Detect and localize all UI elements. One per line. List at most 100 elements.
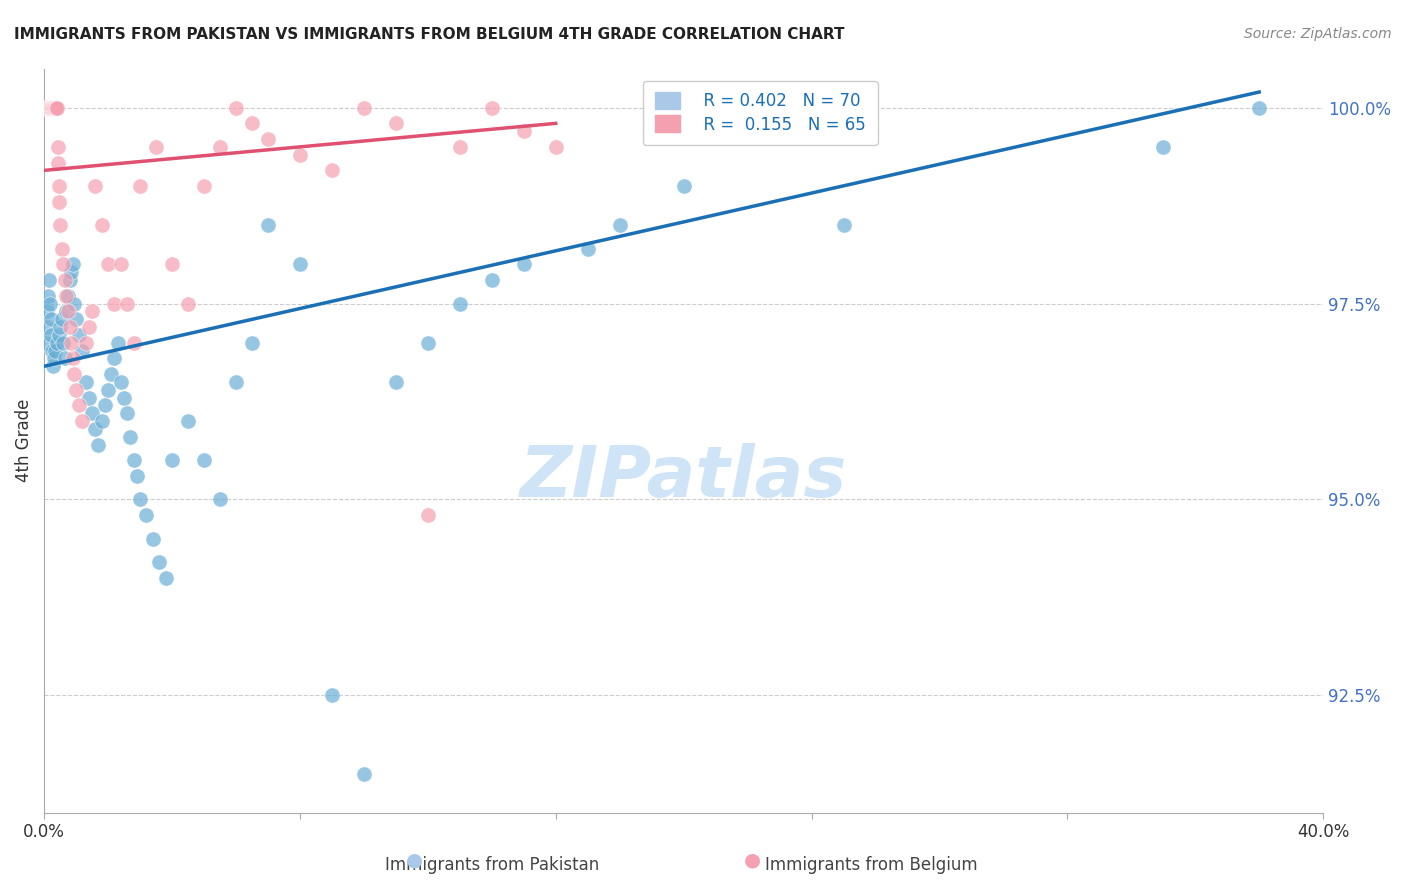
Point bbox=[240, 116, 263, 130]
Point bbox=[416, 335, 439, 350]
Point bbox=[84, 422, 107, 436]
Point bbox=[44, 101, 66, 115]
Point bbox=[42, 101, 65, 115]
Point bbox=[449, 296, 471, 310]
Point bbox=[42, 351, 65, 366]
Point bbox=[77, 320, 100, 334]
Point bbox=[155, 571, 177, 585]
Point bbox=[56, 289, 79, 303]
Point bbox=[145, 140, 167, 154]
Point bbox=[62, 257, 84, 271]
Point bbox=[288, 257, 311, 271]
Point bbox=[84, 179, 107, 194]
Point bbox=[385, 375, 408, 389]
Point bbox=[34, 101, 56, 115]
Point bbox=[34, 101, 56, 115]
Point bbox=[52, 335, 75, 350]
Point bbox=[107, 335, 129, 350]
Point bbox=[75, 375, 97, 389]
Point bbox=[39, 327, 62, 342]
Point bbox=[353, 766, 375, 780]
Point bbox=[129, 179, 152, 194]
Point bbox=[65, 383, 87, 397]
Point bbox=[449, 140, 471, 154]
Point bbox=[60, 265, 83, 279]
Point bbox=[35, 101, 58, 115]
Point bbox=[80, 304, 103, 318]
Point bbox=[45, 335, 67, 350]
Point bbox=[160, 453, 183, 467]
Point bbox=[609, 219, 631, 233]
Point bbox=[55, 289, 77, 303]
Point bbox=[120, 430, 142, 444]
Point bbox=[321, 689, 343, 703]
Point bbox=[288, 147, 311, 161]
Point bbox=[35, 320, 58, 334]
Point bbox=[112, 391, 135, 405]
Point bbox=[49, 320, 72, 334]
Point bbox=[117, 296, 139, 310]
Point bbox=[59, 320, 82, 334]
Point bbox=[63, 296, 86, 310]
Point bbox=[41, 343, 63, 358]
Point bbox=[103, 296, 125, 310]
Point bbox=[122, 453, 145, 467]
Point bbox=[53, 273, 76, 287]
Point bbox=[38, 273, 60, 287]
Point bbox=[208, 492, 231, 507]
Point bbox=[100, 367, 122, 381]
Point bbox=[94, 399, 117, 413]
Point bbox=[513, 124, 536, 138]
Point bbox=[87, 437, 110, 451]
Point bbox=[321, 163, 343, 178]
Text: ●: ● bbox=[406, 851, 423, 870]
Point bbox=[39, 101, 62, 115]
Point bbox=[59, 273, 82, 287]
Point bbox=[38, 101, 60, 115]
Point bbox=[90, 219, 112, 233]
Point bbox=[49, 219, 72, 233]
Point bbox=[46, 140, 69, 154]
Point bbox=[177, 414, 200, 428]
Point bbox=[77, 391, 100, 405]
Point bbox=[45, 101, 67, 115]
Point bbox=[38, 101, 60, 115]
Point bbox=[110, 257, 132, 271]
Point bbox=[117, 406, 139, 420]
Point bbox=[832, 219, 855, 233]
Point bbox=[110, 375, 132, 389]
Point bbox=[51, 242, 73, 256]
Point bbox=[103, 351, 125, 366]
Point bbox=[38, 296, 60, 310]
Point bbox=[45, 101, 67, 115]
Point bbox=[72, 343, 94, 358]
Point bbox=[37, 304, 59, 318]
Point bbox=[481, 101, 503, 115]
Point bbox=[80, 406, 103, 420]
Point bbox=[45, 101, 67, 115]
Point bbox=[41, 101, 63, 115]
Point bbox=[148, 555, 170, 569]
Point bbox=[225, 375, 247, 389]
Point bbox=[240, 335, 263, 350]
Point bbox=[385, 116, 408, 130]
Point bbox=[38, 101, 60, 115]
Point bbox=[42, 359, 65, 374]
Point bbox=[62, 351, 84, 366]
Point bbox=[353, 101, 375, 115]
Point bbox=[1249, 101, 1271, 115]
Point bbox=[72, 414, 94, 428]
Point bbox=[37, 101, 59, 115]
Point bbox=[90, 414, 112, 428]
Point bbox=[52, 257, 75, 271]
Text: ZIPatlas: ZIPatlas bbox=[520, 443, 848, 512]
Text: IMMIGRANTS FROM PAKISTAN VS IMMIGRANTS FROM BELGIUM 4TH GRADE CORRELATION CHART: IMMIGRANTS FROM PAKISTAN VS IMMIGRANTS F… bbox=[14, 27, 845, 42]
Text: Source: ZipAtlas.com: Source: ZipAtlas.com bbox=[1244, 27, 1392, 41]
Point bbox=[42, 101, 65, 115]
Legend:   R = 0.402   N = 70,   R =  0.155   N = 65: R = 0.402 N = 70, R = 0.155 N = 65 bbox=[643, 80, 877, 145]
Text: Immigrants from Pakistan: Immigrants from Pakistan bbox=[385, 856, 599, 874]
Point bbox=[160, 257, 183, 271]
Point bbox=[576, 242, 599, 256]
Point bbox=[257, 219, 280, 233]
Point bbox=[142, 532, 165, 546]
